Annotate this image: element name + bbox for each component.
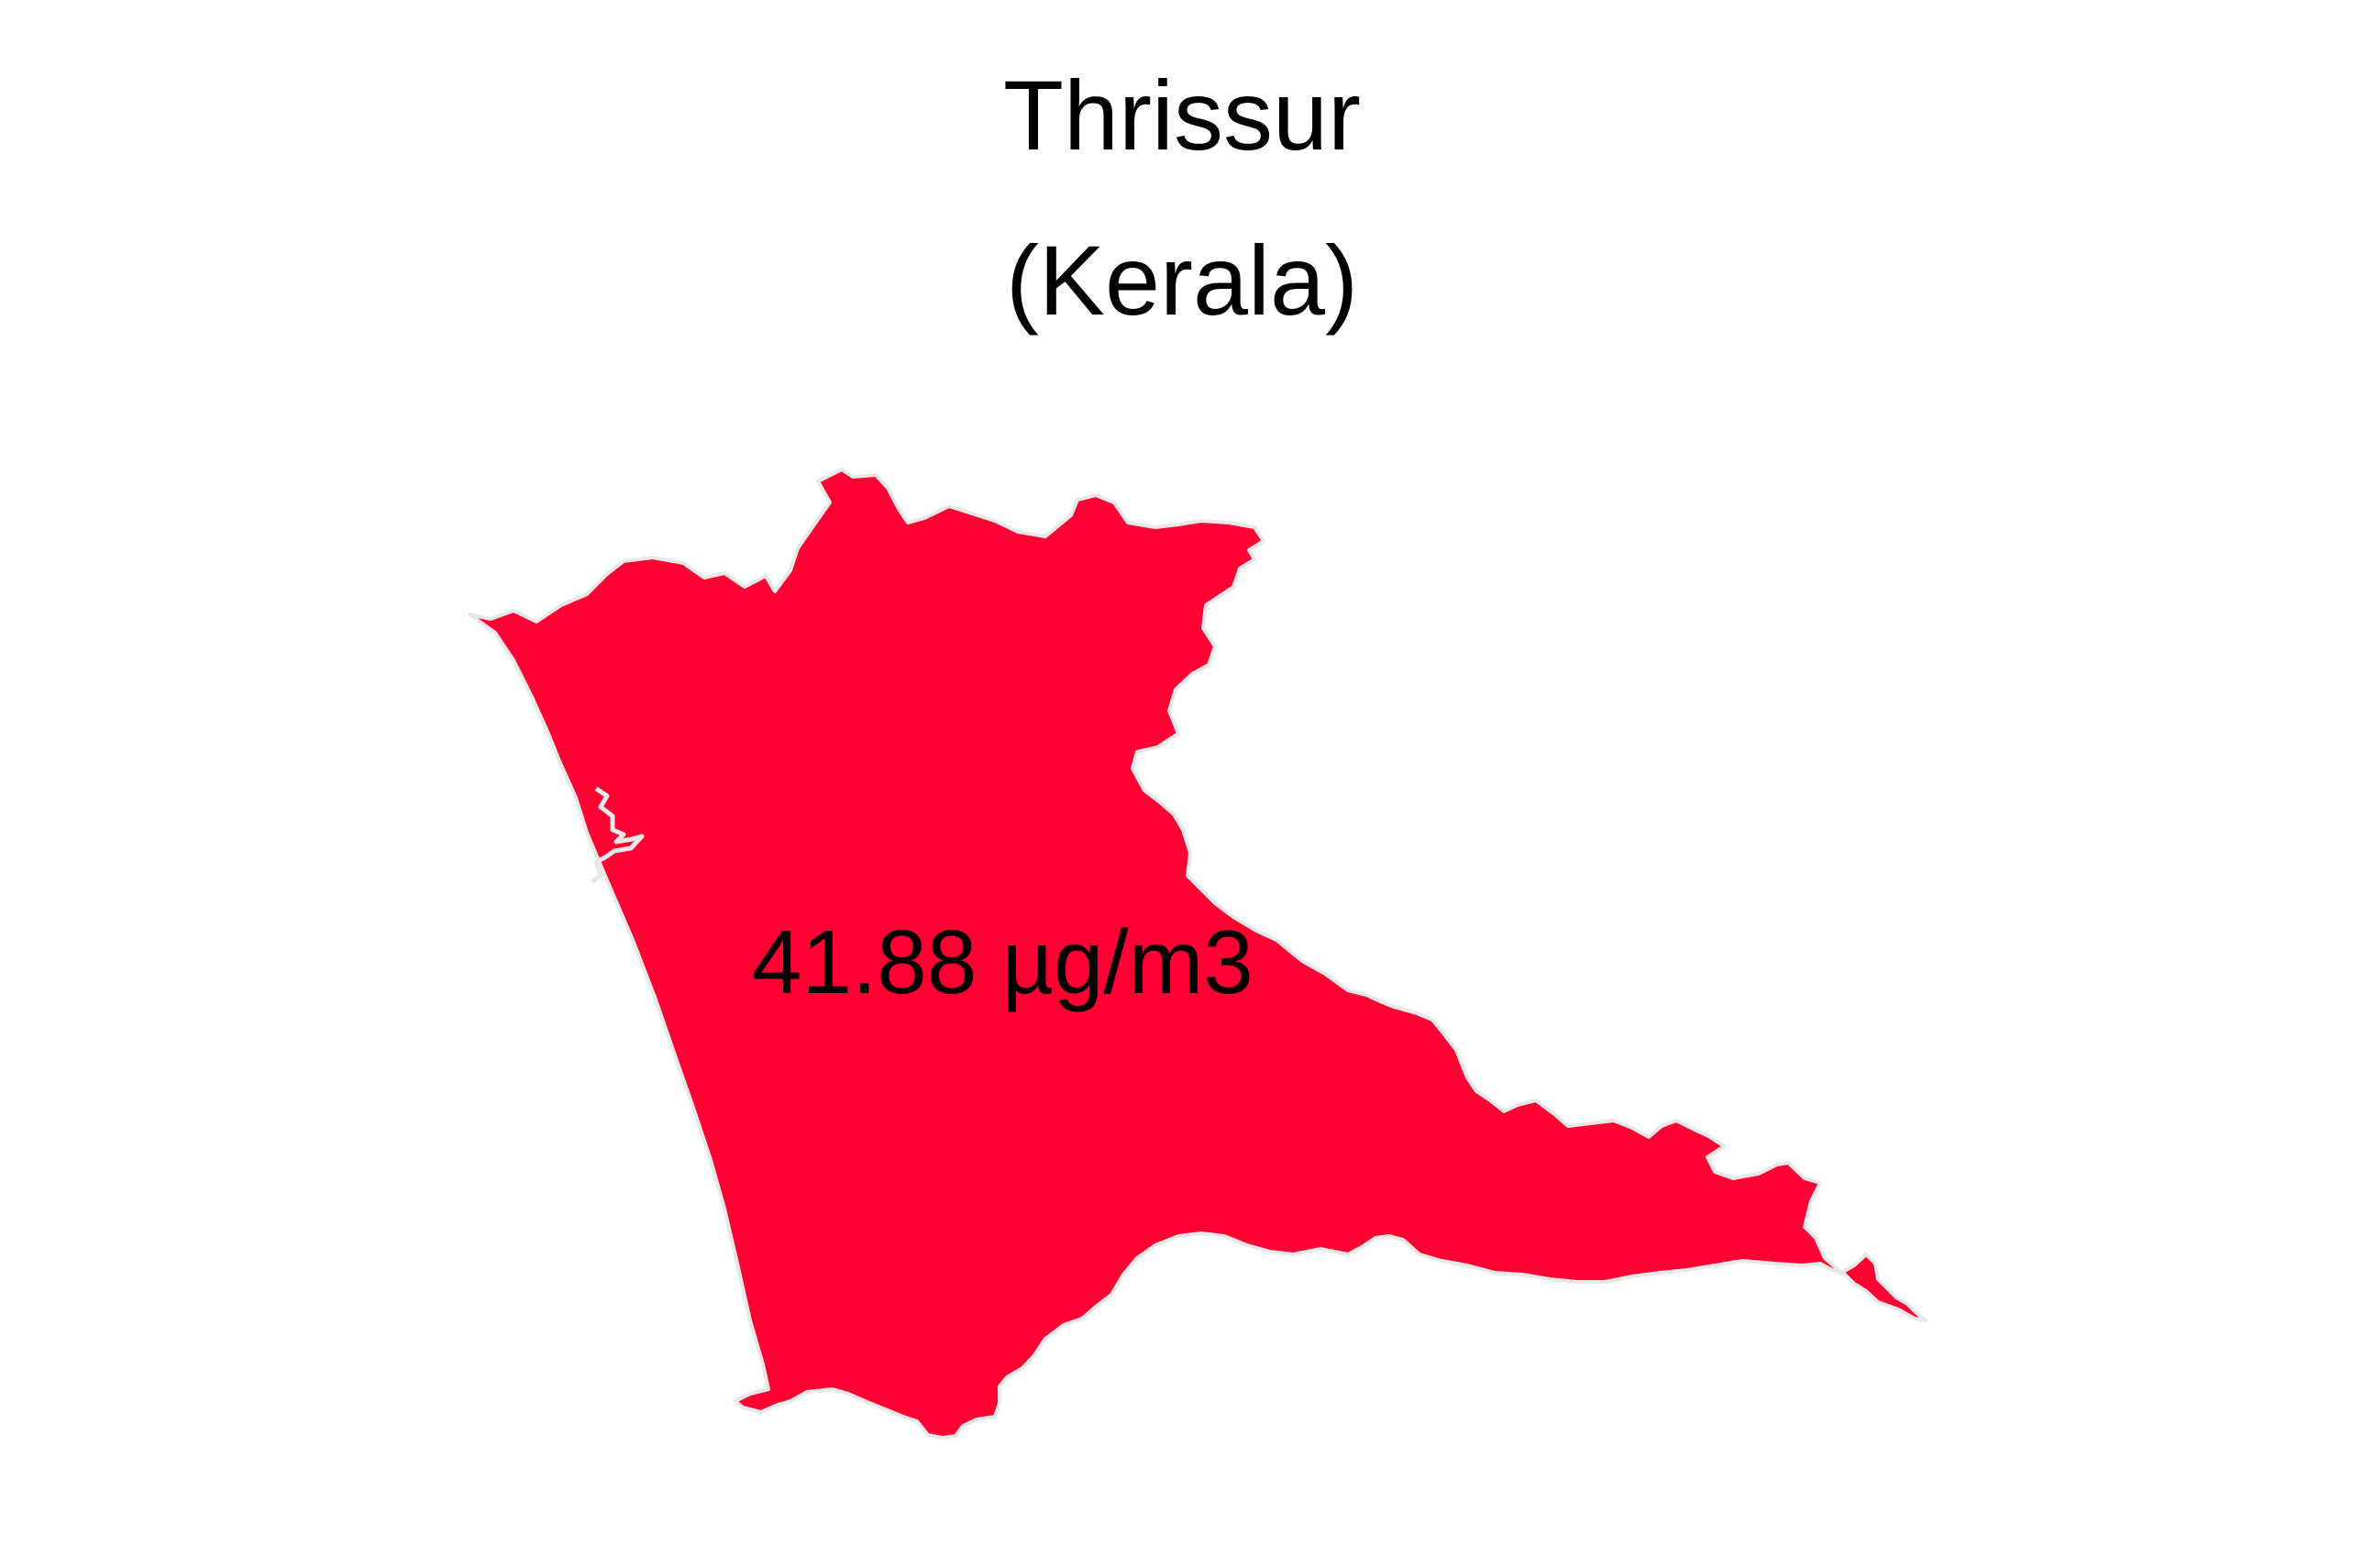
map-title: Thrissur: [1002, 60, 1362, 171]
district-value-label: 41.88 µg/m3: [752, 911, 1254, 1012]
thrissur-district-shape[interactable]: [468, 468, 1928, 1440]
coastal-inlet: [590, 786, 645, 885]
map-subtitle: (Kerala): [1005, 225, 1359, 336]
